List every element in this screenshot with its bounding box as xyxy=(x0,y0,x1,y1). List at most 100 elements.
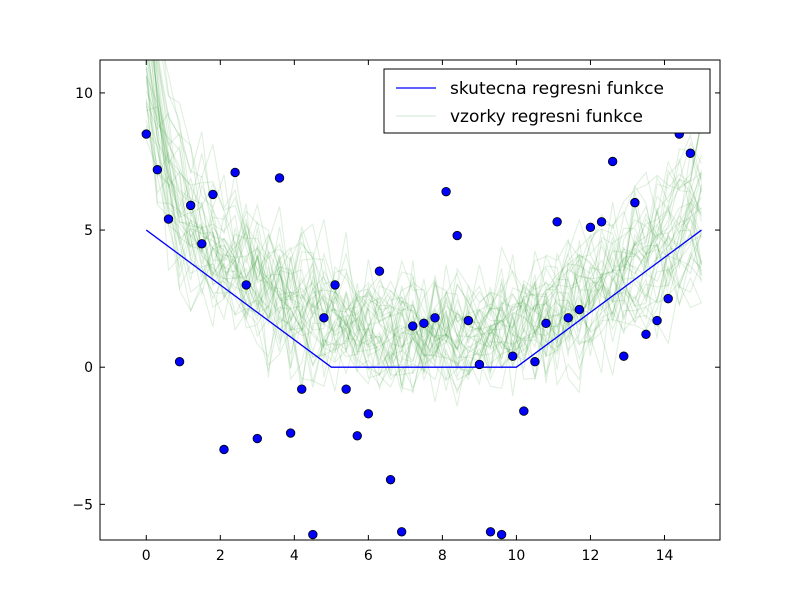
sample-curve xyxy=(156,60,703,395)
x-tick-label: 14 xyxy=(656,548,674,564)
data-point xyxy=(441,186,451,197)
x-tick-label: 4 xyxy=(290,548,299,564)
data-point xyxy=(396,527,407,537)
plot-area xyxy=(100,60,720,540)
y-tick-label: 10 xyxy=(75,86,93,102)
y-tick-label: 5 xyxy=(84,223,93,239)
sample-curve xyxy=(145,98,702,392)
data-point xyxy=(430,313,440,323)
data-point xyxy=(385,474,396,485)
sample-curve xyxy=(157,60,703,357)
legend-label-samples: vzorky regresni funkce xyxy=(450,107,643,127)
legend-label-true-function: skutecna regresni funkce xyxy=(450,79,664,99)
data-point xyxy=(330,280,340,290)
data-point xyxy=(219,444,229,455)
x-tick-label: 10 xyxy=(508,548,526,564)
data-point xyxy=(152,165,163,175)
data-point xyxy=(408,321,418,331)
sample-curve xyxy=(153,60,703,381)
data-point xyxy=(319,313,329,323)
data-point xyxy=(630,197,640,208)
data-point xyxy=(474,359,485,370)
plot-frame xyxy=(99,59,721,541)
sample-curve xyxy=(145,80,702,380)
sample-curve xyxy=(145,66,703,375)
legend-box xyxy=(383,68,711,134)
sample-curve xyxy=(146,60,702,392)
sample-curve xyxy=(146,106,703,368)
data-point xyxy=(341,384,351,394)
data-point xyxy=(541,318,551,329)
true-function-line xyxy=(145,229,702,368)
data-point xyxy=(141,129,151,139)
data-point xyxy=(297,384,307,394)
x-tick-label: 12 xyxy=(582,548,600,564)
data-point xyxy=(208,189,218,200)
sample-curves xyxy=(145,60,703,407)
data-point xyxy=(574,304,585,315)
data-point xyxy=(163,214,174,224)
sample-curve xyxy=(163,60,702,361)
axis-ticks: 0 2 4 6 8 10 12 14 −5 0 5 10 xyxy=(72,60,720,564)
x-tick-label: 2 xyxy=(216,548,225,564)
data-point xyxy=(652,315,662,326)
data-point xyxy=(374,266,385,276)
sample-curve xyxy=(148,60,703,368)
legend: skutecna regresni funkce vzorky regresni… xyxy=(383,68,711,134)
data-point xyxy=(285,428,296,438)
sample-curve xyxy=(145,130,702,403)
data-point xyxy=(508,351,518,361)
data-point xyxy=(596,217,607,227)
sample-curve xyxy=(145,75,702,363)
sample-curve xyxy=(146,60,703,370)
data-point xyxy=(197,239,207,249)
sample-curve xyxy=(145,90,702,365)
sample-curve xyxy=(164,60,703,381)
data-point xyxy=(641,329,651,339)
data-point xyxy=(552,217,562,227)
sample-curve xyxy=(145,105,703,407)
data-point xyxy=(230,167,240,178)
data-point xyxy=(308,529,318,540)
sample-curve xyxy=(156,60,703,391)
sample-curve xyxy=(145,120,703,394)
data-point xyxy=(563,313,573,323)
data-points xyxy=(141,129,696,540)
x-tick-label: 6 xyxy=(364,548,373,564)
y-tick-label: 0 xyxy=(84,360,93,376)
data-point xyxy=(496,529,507,540)
sample-curve xyxy=(145,101,703,363)
data-point xyxy=(363,409,374,419)
sample-curve xyxy=(151,60,703,363)
sample-curve xyxy=(153,60,702,369)
sample-curve xyxy=(145,76,703,376)
data-point xyxy=(519,406,529,416)
y-tick-label: −5 xyxy=(72,497,93,513)
data-point xyxy=(274,173,285,183)
data-point xyxy=(685,148,696,158)
sample-curve xyxy=(155,60,703,366)
data-point xyxy=(185,200,196,211)
data-point xyxy=(419,318,429,329)
data-point xyxy=(530,357,540,367)
sample-curve xyxy=(145,65,703,370)
sample-curve xyxy=(153,60,703,374)
data-point xyxy=(352,431,362,441)
data-point xyxy=(585,222,596,233)
data-point xyxy=(174,357,185,367)
data-point xyxy=(607,156,618,167)
sample-curve xyxy=(152,60,703,372)
sample-curve xyxy=(145,125,702,350)
data-point xyxy=(452,230,462,241)
data-point xyxy=(619,351,629,361)
sample-curve xyxy=(145,102,702,372)
sample-curve xyxy=(145,77,702,393)
x-tick-label: 8 xyxy=(438,548,447,564)
sample-curve xyxy=(154,60,702,391)
data-point xyxy=(485,527,496,537)
sample-curve xyxy=(150,60,703,376)
true-function-layer xyxy=(145,229,702,368)
data-point xyxy=(463,315,473,326)
data-point xyxy=(241,280,251,290)
data-point xyxy=(252,433,263,444)
